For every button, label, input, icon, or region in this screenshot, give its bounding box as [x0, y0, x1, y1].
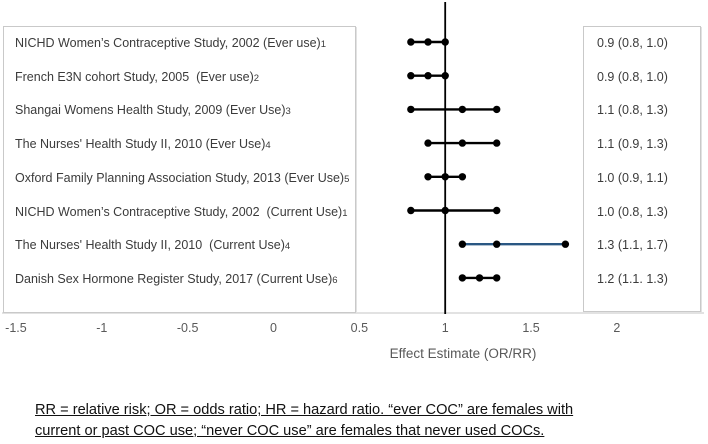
ci-row — [407, 38, 449, 46]
data-point-marker — [493, 206, 501, 215]
citation-number: 2 — [253, 72, 260, 84]
data-point-marker — [441, 72, 449, 80]
citation-number: 6 — [332, 274, 338, 286]
data-point-marker — [458, 105, 467, 114]
data-point-marker — [407, 72, 415, 80]
ci-row — [407, 105, 501, 114]
data-point-marker — [561, 240, 570, 248]
study-label-box: NICHD Women’s Contraceptive Study, 2002 … — [3, 26, 356, 313]
ci-row — [424, 173, 467, 181]
x-tick-label: -1.5 — [5, 321, 27, 335]
data-point-marker — [424, 173, 432, 181]
study-label: Oxford Family Planning Association Study… — [15, 170, 350, 185]
data-point-marker — [458, 274, 467, 282]
study-label: Danish Sex Hormone Register Study, 2017 … — [15, 271, 338, 286]
study-label: The Nurses' Health Study II, 2010 (Curre… — [15, 238, 291, 253]
data-point-marker — [493, 105, 501, 114]
citation-number: 1 — [320, 39, 326, 50]
data-point-marker — [424, 72, 432, 80]
footnote: RR = relative risk; OR = odds ratio; HR … — [35, 400, 695, 441]
x-tick-label: 1 — [441, 321, 449, 335]
effect-estimate-value: 1.3 (1.1, 1.7) — [597, 238, 668, 253]
x-tick-label: -1 — [96, 321, 108, 335]
x-tick-label: 1.5 — [522, 321, 540, 335]
data-point-marker — [424, 38, 432, 46]
data-point-marker — [441, 206, 449, 215]
citation-number: 4 — [284, 241, 291, 253]
effect-estimate-value: 1.1 (0.9, 1.3) — [597, 137, 668, 152]
citation-number: 5 — [344, 173, 350, 185]
data-point-marker — [493, 274, 501, 282]
effect-estimate-value: 1.1 (0.8, 1.3) — [597, 103, 668, 118]
ci-row — [424, 139, 501, 147]
ci-row — [407, 206, 501, 215]
data-point-marker — [493, 139, 501, 147]
effect-estimate-value: 0.9 (0.8, 1.0) — [597, 36, 668, 50]
value-label-box: 0.9 (0.8, 1.0) 0.9 (0.8, 1.0) 1.1 (0.8, 1.… — [583, 26, 701, 312]
x-tick-label: 2 — [613, 321, 621, 335]
effect-estimate-value: 1.2 (1.1. 1.3) — [597, 271, 668, 286]
data-point-marker — [424, 139, 432, 147]
data-point-marker — [458, 240, 467, 248]
footnote-line-2: current or past COC use; “never COC use”… — [35, 422, 545, 439]
study-label: NICHD Women’s Contraceptive Study, 2002 … — [15, 36, 326, 50]
citation-number: 4 — [265, 140, 271, 152]
data-point-marker — [407, 38, 415, 46]
citation-number: 1 — [342, 207, 348, 219]
effect-estimate-value: 1.0 (0.8, 1.3) — [597, 204, 668, 219]
x-tick-label: -0.5 — [176, 321, 199, 335]
x-tick-label: 0 — [270, 321, 277, 335]
citation-number: 3 — [285, 106, 291, 118]
data-point-marker — [493, 240, 501, 248]
study-label: The Nurses' Health Study II, 2010 (Ever … — [15, 137, 271, 152]
ci-row — [458, 274, 501, 282]
data-point-marker — [475, 274, 484, 282]
x-tick-label: 0.5 — [350, 321, 369, 335]
data-point-marker — [407, 206, 415, 215]
study-label: French E3N cohort Study, 2005 (Ever use)… — [15, 69, 260, 84]
data-point-marker — [407, 105, 415, 114]
study-label: NICHD Women’s Contraceptive Study, 2002 … — [15, 204, 348, 219]
data-point-marker — [458, 173, 467, 181]
study-label: Shangai Womens Health Study, 2009 (Ever … — [15, 103, 291, 118]
data-point-marker — [441, 38, 449, 46]
ci-row — [458, 240, 570, 248]
ci-row — [407, 72, 449, 80]
forest-plot-chart — [2, 2, 704, 314]
data-point-marker — [458, 139, 467, 147]
footnote-line-1: RR = relative risk; OR = odds ratio; HR … — [35, 402, 574, 418]
data-point-marker — [441, 173, 449, 181]
effect-estimate-value: 0.9 (0.8, 1.0) — [597, 69, 668, 84]
effect-estimate-value: 1.0 (0.9, 1.1) — [597, 170, 668, 185]
x-axis-title: Effect Estimate (OR/RR) — [389, 346, 537, 361]
